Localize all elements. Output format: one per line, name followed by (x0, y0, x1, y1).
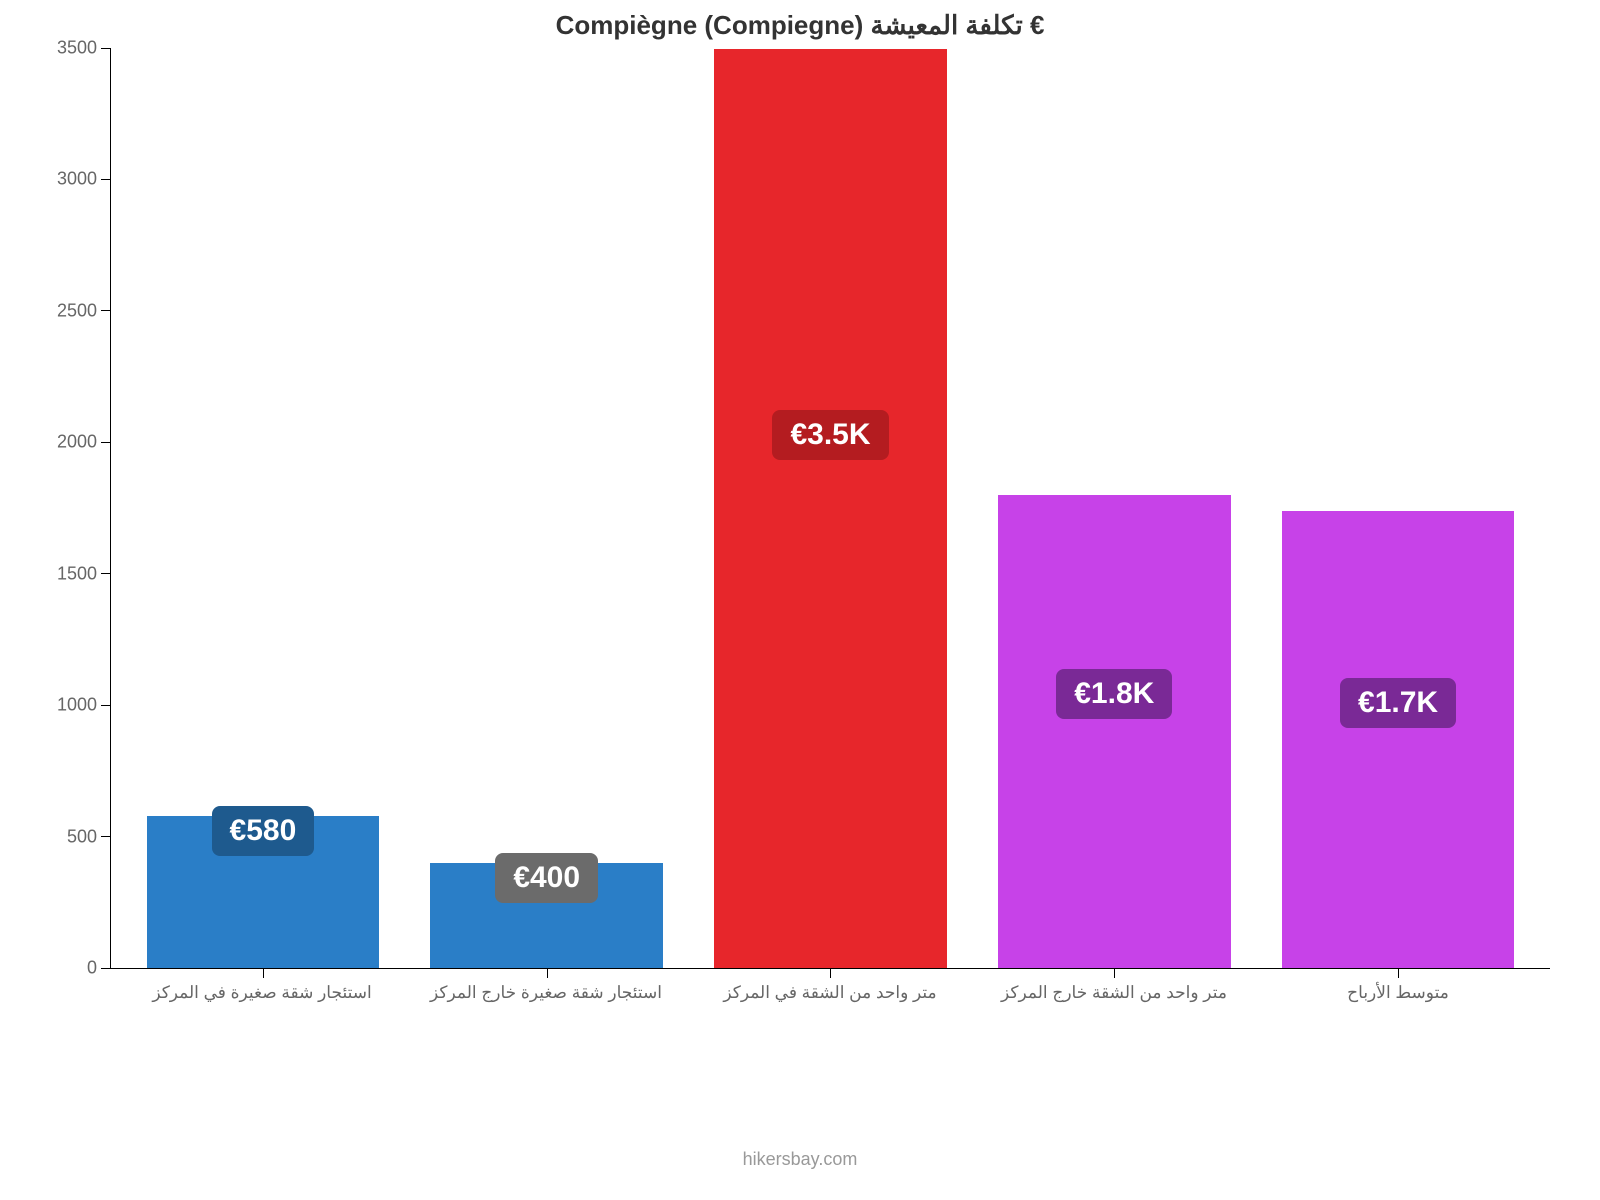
bar: €580 (147, 816, 380, 968)
x-tick (263, 968, 264, 978)
y-axis-label: 3000 (57, 169, 97, 190)
chart-container: Compiègne (Compiegne) تكلفة المعيشة € €5… (40, 10, 1560, 1110)
y-axis-label: 3500 (57, 38, 97, 59)
y-tick (101, 968, 111, 969)
y-tick (101, 48, 111, 49)
bar: €1.7K (1282, 511, 1515, 968)
y-tick (101, 442, 111, 443)
bar: €400 (430, 863, 663, 968)
bar-slot: €400 (405, 49, 689, 968)
y-axis-label: 500 (67, 826, 97, 847)
y-tick (101, 705, 111, 706)
x-axis-label: استئجار شقة صغيرة في المركز (120, 983, 404, 1003)
x-tick (1114, 968, 1115, 978)
x-tick (547, 968, 548, 978)
value-badge: €580 (212, 806, 315, 856)
footer-credit: hikersbay.com (0, 1149, 1600, 1170)
value-badge: €3.5K (772, 410, 888, 460)
plot-area: €580€400€3.5K€1.8K€1.7K 0500100015002000… (110, 49, 1550, 969)
y-axis-label: 2000 (57, 432, 97, 453)
x-axis-label: متوسط الأرباح (1256, 983, 1540, 1003)
value-badge: €1.7K (1340, 678, 1456, 728)
bar-slot: €3.5K (689, 49, 973, 968)
chart-title: Compiègne (Compiegne) تكلفة المعيشة € (40, 10, 1560, 41)
y-tick (101, 179, 111, 180)
bars-area: €580 €400 €3.5K €1.8K €1.7K (111, 49, 1550, 968)
x-tick (1398, 968, 1399, 978)
bar-slot: €1.7K (1256, 49, 1540, 968)
x-tick (830, 968, 831, 978)
bar: €1.8K (998, 495, 1231, 968)
y-tick (101, 573, 111, 574)
y-axis-label: 1000 (57, 695, 97, 716)
x-axis-label: استئجار شقة صغيرة خارج المركز (404, 983, 688, 1003)
y-axis-label: 0 (87, 958, 97, 979)
x-axis-label: متر واحد من الشقة في المركز (688, 983, 972, 1003)
x-axis-label: متر واحد من الشقة خارج المركز (972, 983, 1256, 1003)
value-badge: €1.8K (1056, 669, 1172, 719)
y-tick (101, 836, 111, 837)
bar-slot: €1.8K (972, 49, 1256, 968)
bar: €3.5K (714, 49, 947, 968)
y-tick (101, 310, 111, 311)
y-axis-label: 2500 (57, 300, 97, 321)
value-badge: €400 (495, 853, 598, 903)
x-axis-labels: استئجار شقة صغيرة في المركزاستئجار شقة ص… (110, 983, 1550, 1003)
y-axis-label: 1500 (57, 563, 97, 584)
bar-slot: €580 (121, 49, 405, 968)
